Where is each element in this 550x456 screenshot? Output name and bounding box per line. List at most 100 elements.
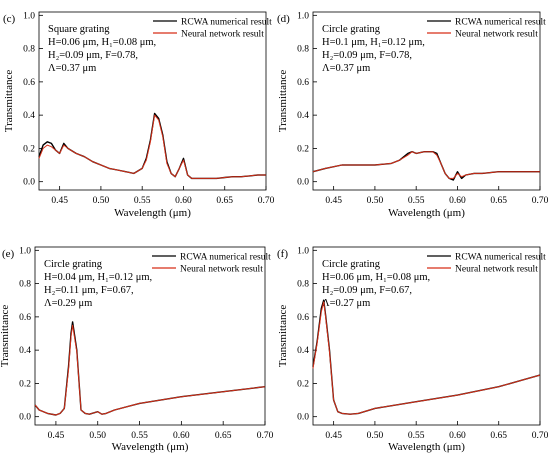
legend-label: RCWA numerical result [181, 18, 272, 28]
parameter-label: H₂=0.11 μm, F=0.67, [44, 285, 134, 296]
x-axis-label: Wavelength (μm) [112, 441, 189, 453]
legend-label: Neural network result [455, 265, 538, 275]
series-line-rcwa [312, 150, 540, 181]
x-tick-label: 0.60 [449, 431, 466, 441]
legend-label: Neural network result [455, 30, 538, 40]
panel-label: (d) [277, 13, 290, 25]
chart-panel-3: 0.45 0.50 0.55 0.60 0.65 0.70 0.0 0.2 0.4 0.6 0.8 1… [0, 246, 274, 453]
legend-label: Neural network result [181, 30, 264, 40]
series-line-neural-network [312, 151, 540, 179]
legend-label: RCWA numerical result [455, 253, 546, 263]
legend-label: RCWA numerical result [180, 253, 271, 263]
x-tick-label: 0.50 [89, 431, 106, 441]
x-tick-label: 0.60 [449, 196, 466, 206]
grating-type-label: Circle grating [44, 259, 103, 270]
x-tick-label: 0.65 [215, 431, 232, 441]
series-line-neural-network [312, 301, 541, 415]
y-tick-label: 0.2 [23, 144, 35, 154]
x-tick-label: 0.55 [408, 196, 425, 206]
plot-frame [312, 246, 541, 426]
y-tick-label: 0.2 [19, 379, 31, 389]
x-axis-label: Wavelength (μm) [114, 207, 191, 219]
series-line-neural-network [34, 324, 266, 416]
x-tick-label: 0.55 [131, 431, 148, 441]
parameter-label: H=0.1 μm, H₁=0.12 μm, [322, 37, 425, 48]
panel-label: (e) [2, 248, 15, 260]
x-tick-label: 0.70 [532, 196, 549, 206]
x-tick-label: 0.65 [490, 196, 507, 206]
parameter-label: Λ=0.27 μm [322, 298, 370, 309]
panel-label: (c) [3, 13, 16, 25]
parameter-label: Λ=0.29 μm [44, 298, 92, 309]
x-tick-label: 0.45 [325, 196, 342, 206]
parameter-label: H=0.06 μm, H₁=0.08 μm, [48, 37, 156, 48]
y-tick-label: 1.0 [297, 246, 309, 256]
x-tick-label: 0.50 [93, 196, 110, 206]
x-tick-label: 0.60 [175, 196, 192, 206]
x-tick-label: 0.45 [325, 431, 342, 441]
y-tick-label: 0.0 [297, 178, 309, 188]
x-tick-label: 0.55 [134, 196, 151, 206]
legend-label: RCWA numerical result [455, 18, 546, 28]
x-tick-label: 0.70 [257, 431, 274, 441]
y-tick-label: 0.6 [23, 78, 35, 88]
y-tick-label: 0.4 [297, 111, 309, 121]
parameter-label: H=0.04 μm, H₁=0.12 μm, [44, 272, 152, 283]
y-tick-label: 0.8 [19, 280, 31, 290]
y-axis-label: Transmittance [3, 70, 15, 133]
y-axis-label: Transmittance [277, 70, 289, 133]
parameter-label: H₂=0.09 μm, F=0.67, [322, 285, 412, 296]
chart-panel-2: 0.45 0.50 0.55 0.60 0.65 0.70 0.0 0.2 0.4 0.6 0.8 1… [277, 11, 549, 219]
y-axis-label: Transmittance [277, 305, 289, 368]
y-tick-label: 0.8 [297, 45, 309, 55]
y-tick-label: 0.6 [297, 78, 309, 88]
series-line-rcwa [38, 112, 266, 180]
y-tick-label: 1.0 [23, 11, 35, 21]
series-line-rcwa [34, 321, 266, 416]
series-line-rcwa [312, 299, 541, 415]
y-tick-label: 0.6 [297, 313, 309, 323]
y-tick-label: 0.8 [23, 45, 35, 55]
grating-type-label: Circle grating [322, 24, 381, 35]
y-tick-label: 0.8 [297, 280, 309, 290]
grating-type-label: Circle grating [322, 259, 381, 270]
y-tick-label: 0.4 [297, 346, 309, 356]
y-tick-label: 1.0 [19, 246, 31, 256]
x-tick-label: 0.70 [532, 431, 549, 441]
parameter-label: Λ=0.37 μm [48, 63, 96, 74]
plot-frame [38, 11, 267, 191]
y-tick-label: 0.4 [19, 346, 31, 356]
plot-frame [34, 246, 266, 426]
x-axis-label: Wavelength (μm) [388, 207, 465, 219]
x-tick-label: 0.50 [367, 196, 384, 206]
panel-label: (f) [277, 248, 288, 260]
parameter-label: H=0.06 μm, H₁=0.08 μm, [322, 272, 430, 283]
x-axis-label: Wavelength (μm) [388, 441, 465, 453]
chart-panel-4: 0.45 0.50 0.55 0.60 0.65 0.70 0.0 0.2 0.4 0.6 0.8 1… [277, 246, 549, 453]
x-tick-label: 0.45 [48, 431, 65, 441]
y-tick-label: 0.4 [23, 111, 35, 121]
y-tick-label: 0.6 [19, 313, 31, 323]
chart-panel-1: 0.45 0.50 0.55 0.60 0.65 0.70 0.0 0.2 0.4 0.6 0.8 1… [3, 11, 275, 219]
x-tick-label: 0.60 [173, 431, 190, 441]
y-tick-label: 0.2 [297, 379, 309, 389]
plot-frame [312, 11, 541, 191]
y-tick-label: 0.2 [297, 144, 309, 154]
y-axis-label: Transmittance [0, 305, 11, 368]
parameter-label: H₂=0.09 μm, F=0.78, [48, 50, 138, 61]
y-tick-label: 0.0 [23, 178, 35, 188]
x-tick-label: 0.65 [490, 431, 507, 441]
y-tick-label: 0.0 [297, 413, 309, 423]
grating-type-label: Square grating [48, 24, 110, 35]
x-tick-label: 0.45 [51, 196, 68, 206]
x-tick-label: 0.65 [216, 196, 233, 206]
y-tick-label: 0.0 [19, 413, 31, 423]
x-tick-label: 0.50 [367, 431, 384, 441]
legend-label: Neural network result [180, 265, 263, 275]
parameter-label: H₂=0.09 μm, F=0.78, [322, 50, 412, 61]
series-line-neural-network [38, 114, 266, 179]
x-tick-label: 0.55 [408, 431, 425, 441]
y-tick-label: 1.0 [297, 11, 309, 21]
x-tick-label: 0.70 [258, 196, 275, 206]
